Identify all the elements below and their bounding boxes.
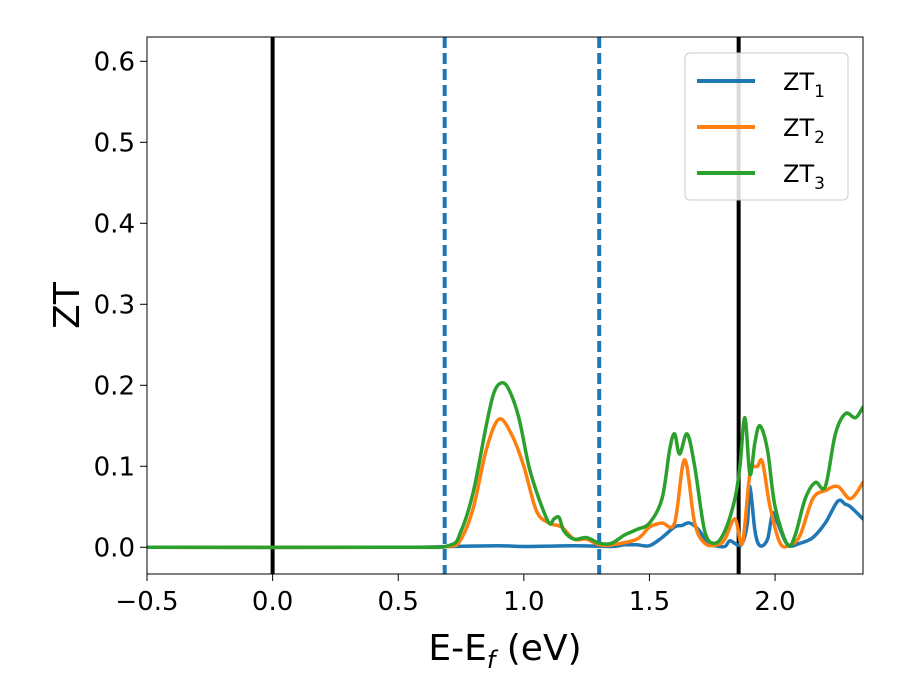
y-axis-title: ZT	[47, 281, 88, 329]
x-tick-label: 1.5	[629, 587, 670, 617]
legend-label-zt2: ZT2	[783, 114, 825, 148]
x-tick-label: 1.0	[503, 587, 544, 617]
y-tick-label: 0.4	[94, 209, 135, 239]
y-tick-label: 0.6	[94, 47, 135, 77]
y-axis: 0.0 0.1 0.2 0.3 0.4 0.5 0.6	[94, 47, 147, 563]
x-axis-title: E-Ef (eV)	[428, 628, 581, 674]
series-layer	[147, 380, 863, 550]
y-tick-label: 0.0	[94, 533, 135, 563]
legend-box	[684, 52, 849, 201]
x-axis-title-main: E-E	[428, 628, 486, 669]
y-tick-label: 0.3	[94, 290, 135, 320]
x-axis: −0.5 0.0 0.5 1.0 1.5 2.0	[115, 574, 796, 617]
x-tick-label: 0.5	[378, 587, 419, 617]
plot-frame	[146, 36, 864, 575]
x-tick-label: 0.0	[252, 587, 293, 617]
series-line-zt2	[147, 417, 863, 550]
x-tick-label: 2.0	[754, 587, 795, 617]
series-line-zt3	[147, 380, 863, 550]
legend-label-zt1: ZT1	[783, 68, 825, 102]
y-tick-label: 0.2	[94, 371, 135, 401]
legend: ZT1 ZT2 ZT3	[684, 52, 849, 201]
y-tick-label: 0.1	[94, 452, 135, 482]
y-tick-label: 0.5	[94, 128, 135, 158]
series-line-zt1	[147, 484, 863, 550]
x-axis-title-unit: (eV)	[495, 628, 581, 669]
x-tick-label: −0.5	[115, 587, 178, 617]
legend-label-zt3: ZT3	[783, 160, 825, 194]
